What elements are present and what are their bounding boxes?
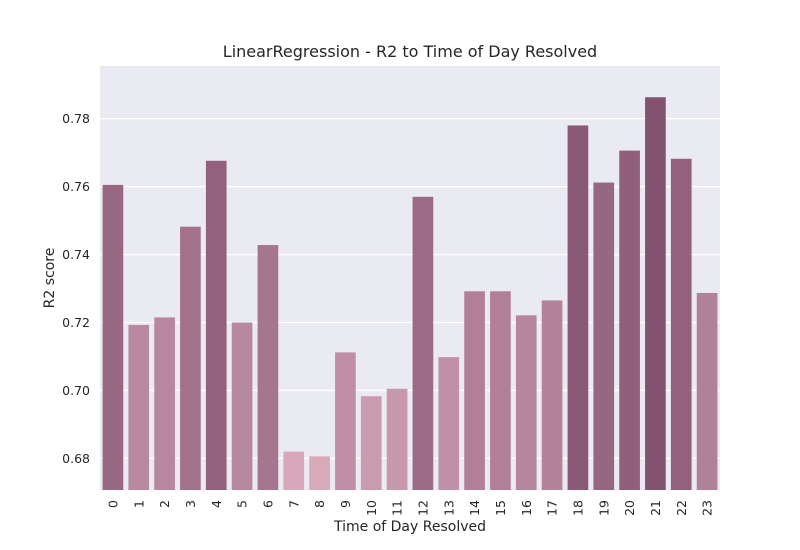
y-tick-label: 0.76	[62, 179, 90, 194]
bar-0	[102, 184, 124, 490]
x-tick-label: 18	[570, 500, 585, 516]
y-tick-label: 0.70	[62, 383, 90, 398]
bar-11	[386, 388, 408, 490]
y-axis-label: R2 score	[42, 248, 58, 309]
bar-23	[696, 292, 718, 490]
bar-6	[257, 245, 279, 490]
x-tick-label: 3	[183, 500, 198, 508]
x-tick-label: 22	[674, 500, 689, 516]
bar-3	[180, 226, 201, 490]
x-tick-label: 15	[493, 500, 508, 516]
y-tick-label: 0.72	[62, 315, 90, 330]
x-tick-label: 19	[596, 500, 611, 516]
bar-14	[464, 291, 485, 490]
bar-18	[567, 125, 589, 490]
x-tick-label: 8	[312, 500, 327, 508]
x-tick-label: 21	[648, 500, 663, 516]
x-tick-label: 2	[157, 500, 172, 508]
x-tick-label: 13	[441, 500, 456, 516]
bar-13	[438, 357, 460, 490]
bar-12	[412, 196, 434, 491]
x-tick-label: 17	[545, 500, 560, 516]
x-tick-label: 16	[519, 500, 534, 516]
plot-background	[100, 66, 720, 490]
bar-7	[283, 451, 305, 490]
bar-16	[515, 315, 537, 490]
x-tick-label: 14	[467, 500, 482, 516]
x-tick-label: 9	[338, 500, 353, 508]
bar-22	[670, 158, 692, 490]
y-tick-label: 0.78	[62, 111, 90, 126]
chart-title: LinearRegression - R2 to Time of Day Res…	[223, 42, 597, 61]
x-axis-label: Time of Day Resolved	[333, 519, 486, 535]
x-tick-label: 6	[260, 500, 275, 508]
bar-19	[593, 182, 615, 491]
x-tick-label: 20	[622, 500, 637, 516]
x-tick-label: 7	[286, 500, 301, 508]
bar-8	[309, 456, 330, 490]
grid-lines	[100, 118, 720, 460]
x-tick-label: 12	[415, 500, 430, 516]
x-tick-label: 5	[235, 500, 250, 508]
x-tick-label: 4	[209, 500, 224, 508]
bar-2	[154, 317, 175, 490]
bar-21	[645, 97, 666, 490]
y-tick-labels: 0.68 0.70 0.72 0.74 0.76 0.78	[62, 111, 90, 466]
bar-9	[335, 352, 356, 490]
x-tick-label: 23	[700, 500, 715, 516]
bar-10	[360, 396, 382, 490]
bar-15	[490, 291, 511, 490]
bar-20	[619, 150, 640, 490]
x-tick-label: 11	[390, 500, 405, 516]
bar-4	[205, 160, 227, 491]
bars	[102, 97, 718, 491]
x-tick-label: 0	[105, 500, 120, 508]
x-tick-label: 10	[364, 500, 379, 516]
bar-5	[231, 322, 253, 490]
x-tick-label: 1	[131, 500, 146, 508]
bar-17	[541, 300, 563, 490]
y-tick-label: 0.68	[62, 451, 90, 466]
x-tick-labels: 0 1 2 3 4 5 6 7 8 9 10 11 12 13 14 15 16 17 18 19 20 21 22 23	[105, 500, 714, 516]
bar-1	[128, 324, 150, 490]
y-tick-label: 0.74	[62, 247, 90, 262]
